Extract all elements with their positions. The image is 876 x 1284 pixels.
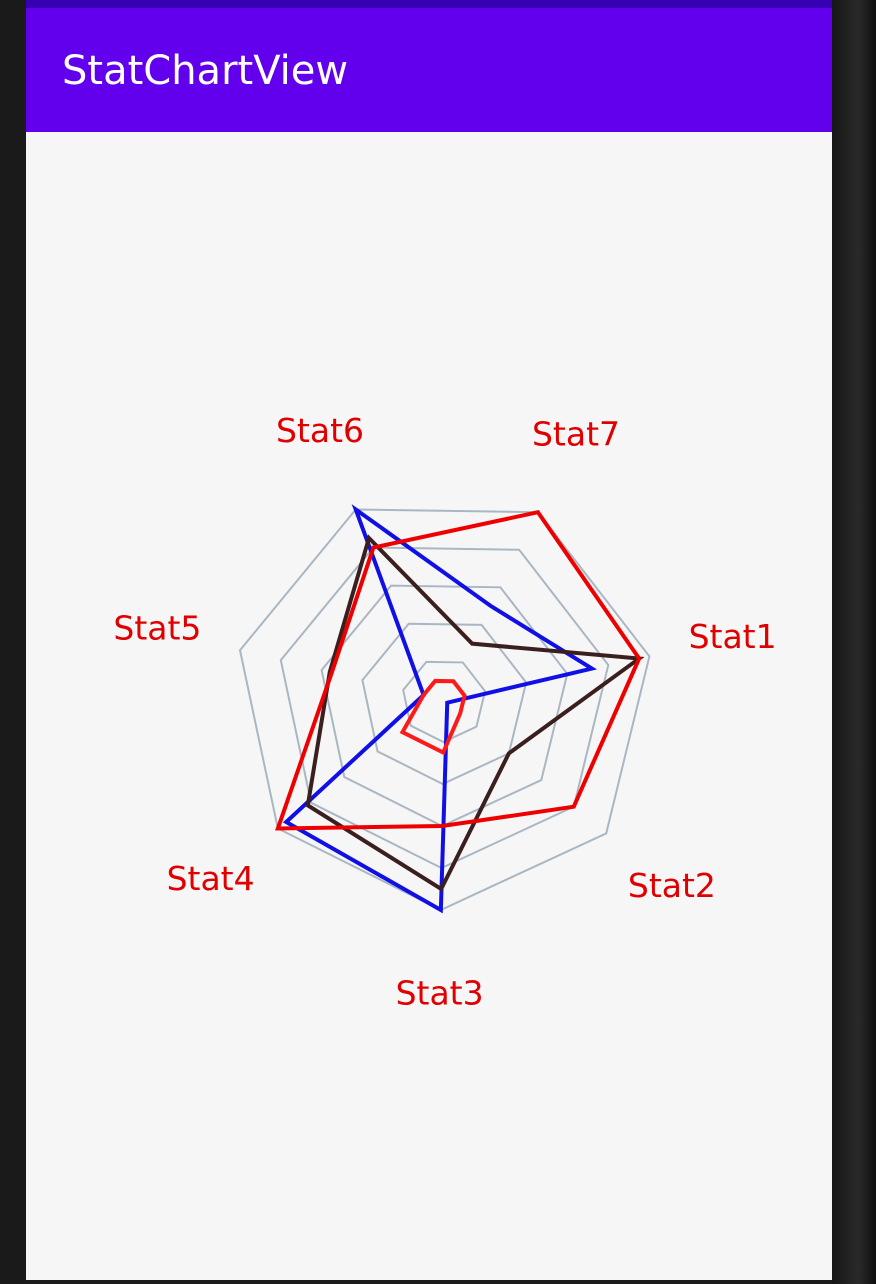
series-line-4	[399, 678, 467, 756]
radar-series	[275, 504, 645, 914]
axis-label-stat3: Stat3	[396, 974, 484, 1013]
series-line-1	[282, 504, 598, 914]
phone-screen: StatChartView Stat1 Stat2 Stat3 Stat4 Stat5 S…	[26, 0, 832, 1280]
axis-label-stat5: Stat5	[113, 609, 201, 648]
series-line-3	[275, 509, 642, 831]
axis-label-stat7: Stat7	[532, 415, 620, 454]
axis-label-stat2: Stat2	[628, 866, 716, 905]
grid-ring-2	[361, 622, 528, 786]
device-bezel-right	[832, 0, 876, 1284]
axis-label-stat4: Stat4	[167, 859, 255, 898]
grid-ring-5	[238, 508, 651, 912]
radar-grid	[238, 508, 651, 912]
device-bezel-left	[0, 0, 26, 1284]
grid-ring-4	[279, 546, 610, 870]
app-bar: StatChartView	[26, 8, 832, 132]
axis-label-stat1: Stat1	[689, 617, 777, 656]
status-bar	[26, 0, 832, 8]
axis-labels: Stat1 Stat2 Stat3 Stat4 Stat5 Stat6 Stat7	[113, 411, 776, 1013]
grid-ring-3	[320, 584, 569, 828]
axis-label-stat6: Stat6	[276, 411, 364, 450]
series-line-2	[305, 534, 645, 892]
app-title: StatChartView	[62, 48, 349, 94]
stat-radar-chart: Stat1 Stat2 Stat3 Stat4 Stat5 Stat6 Stat7	[113, 411, 776, 1013]
content-area: Stat1 Stat2 Stat3 Stat4 Stat5 Stat6 Stat7	[26, 132, 832, 1280]
